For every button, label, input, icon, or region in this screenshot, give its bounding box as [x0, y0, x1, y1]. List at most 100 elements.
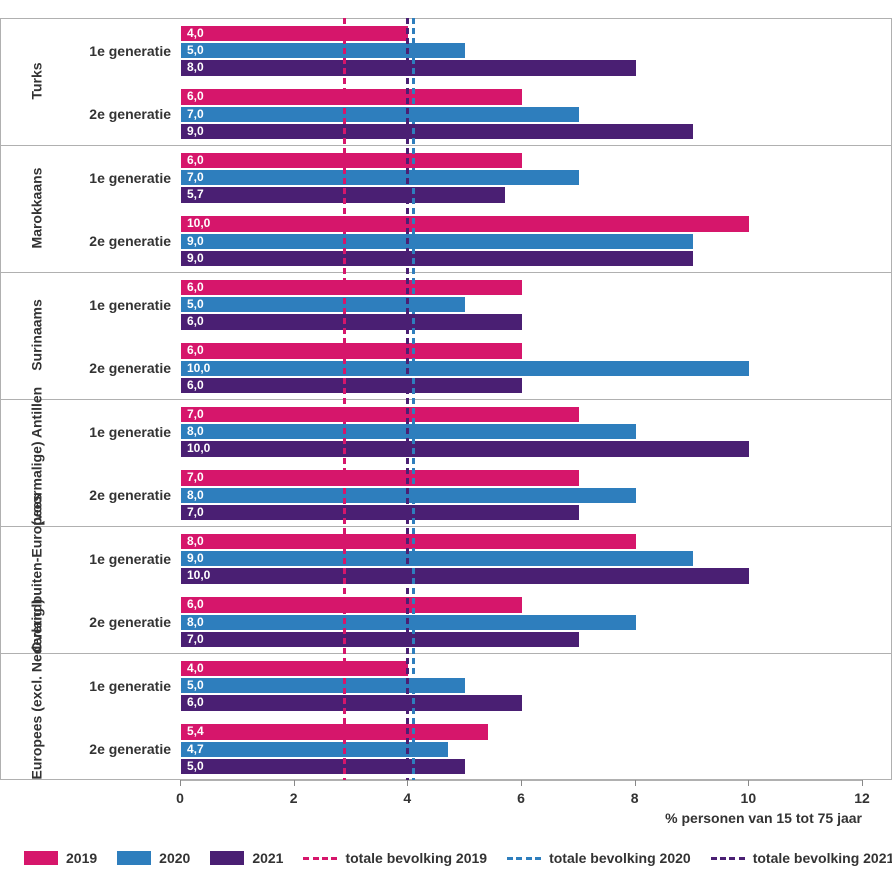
bar-value-label: 7,0 — [187, 632, 204, 647]
legend-item: totale bevolking 2019 — [303, 850, 487, 866]
bar-value-label: 9,0 — [187, 551, 204, 566]
bar-value-label: 10,0 — [187, 216, 210, 231]
subgroup: 1e generatie 6,0 5,0 6,0 — [1, 273, 891, 337]
bar-2020: 7,0 — [181, 170, 579, 185]
bar-value-label: 8,0 — [187, 424, 204, 439]
bar-2020: 7,0 — [181, 107, 579, 122]
legend-item: 2020 — [117, 850, 190, 866]
subgroup-label: 2e generatie — [71, 741, 171, 757]
legend-swatch-dash — [507, 851, 541, 865]
subgroup: 2e generatie 5,4 4,7 5,0 — [1, 718, 891, 782]
bar-value-label: 5,0 — [187, 759, 204, 774]
legend-label: 2019 — [66, 850, 97, 866]
bar-value-label: 7,0 — [187, 470, 204, 485]
subgroup-label: 1e generatie — [71, 297, 171, 313]
bar-value-label: 7,0 — [187, 505, 204, 520]
legend-item: 2021 — [210, 850, 283, 866]
bar-2021: 10,0 — [181, 441, 749, 456]
category-group: Surinaams1e generatie6,05,06,02e generat… — [0, 272, 892, 399]
bar-2019: 7,0 — [181, 407, 579, 422]
x-axis-tick — [862, 780, 863, 786]
subgroup-label: 1e generatie — [71, 170, 171, 186]
subgroup: 1e generatie 4,0 5,0 6,0 — [1, 654, 891, 718]
subgroup: 2e generatie6,08,07,0 — [1, 591, 891, 655]
bar-value-label: 5,7 — [187, 187, 204, 202]
category-group: Overig buiten-Europees1e generatie8,09,0… — [0, 526, 892, 653]
bar-2021: 9,0 — [181, 251, 693, 266]
subgroup: 1e generatie 6,0 7,0 5,7 — [1, 146, 891, 210]
bar-2019: 4,0 — [181, 661, 408, 676]
x-axis-tick — [748, 780, 749, 786]
x-axis-tick-label: 0 — [176, 790, 184, 806]
bar-2019: 5,4 — [181, 724, 488, 739]
subgroup-label: 2e generatie — [71, 106, 171, 122]
bar-value-label: 5,0 — [187, 297, 204, 312]
subgroup: 1e generatie 4,0 5,0 8,0 — [1, 19, 891, 83]
category-group: Marokkaans1e generatie6,07,05,72e genera… — [0, 145, 892, 272]
bar-2021: 6,0 — [181, 695, 522, 710]
bar-value-label: 7,0 — [187, 407, 204, 422]
bar-2019: 6,0 — [181, 153, 522, 168]
x-axis-title: % personen van 15 tot 75 jaar — [665, 810, 862, 826]
bar-2021: 7,0 — [181, 505, 579, 520]
bar-2019: 7,0 — [181, 470, 579, 485]
bar-value-label: 7,0 — [187, 107, 204, 122]
bar-value-label: 9,0 — [187, 234, 204, 249]
bar-2021: 5,0 — [181, 759, 465, 774]
bar-value-label: 6,0 — [187, 89, 204, 104]
subgroup-label: 2e generatie — [71, 360, 171, 376]
bar-value-label: 4,0 — [187, 661, 204, 676]
legend-swatch-dash — [711, 851, 745, 865]
bar-2020: 5,0 — [181, 43, 465, 58]
bar-2021: 10,0 — [181, 568, 749, 583]
subgroup: 2e generatie7,08,07,0 — [1, 464, 891, 528]
bar-value-label: 6,0 — [187, 695, 204, 710]
x-axis-tick — [407, 780, 408, 786]
legend-swatch — [117, 851, 151, 865]
subgroup: 2e generatie 6,0 10,0 6,0 — [1, 337, 891, 401]
bar-value-label: 8,0 — [187, 615, 204, 630]
legend-swatch — [210, 851, 244, 865]
bar-2021: 6,0 — [181, 314, 522, 329]
x-axis-tick — [521, 780, 522, 786]
bar-2019: 4,0 — [181, 26, 408, 41]
bar-value-label: 7,0 — [187, 170, 204, 185]
category-group: Europees (excl. Nederland)1e generatie4,… — [0, 653, 892, 780]
bar-value-label: 5,0 — [187, 678, 204, 693]
subgroup: 1e generatie 8,0 9,0 10,0 — [1, 527, 891, 591]
bar-value-label: 8,0 — [187, 534, 204, 549]
bar-2021: 7,0 — [181, 632, 579, 647]
bar-value-label: 6,0 — [187, 597, 204, 612]
subgroup: 2e generatie 6,0 7,0 9,0 — [1, 83, 891, 147]
legend-label: 2020 — [159, 850, 190, 866]
subgroup: 1e generatie 7,0 8,0 10,0 — [1, 400, 891, 464]
subgroup-label: 1e generatie — [71, 551, 171, 567]
legend-label: 2021 — [252, 850, 283, 866]
x-axis-tick-label: 4 — [403, 790, 411, 806]
x-axis-tick-label: 6 — [517, 790, 525, 806]
bar-2021: 9,0 — [181, 124, 693, 139]
bar-value-label: 8,0 — [187, 488, 204, 503]
bar-value-label: 4,7 — [187, 742, 204, 757]
legend-swatch — [24, 851, 58, 865]
legend: 2019 2020 2021 totale bevolking 2019 totale … — [0, 850, 892, 872]
bar-value-label: 4,0 — [187, 26, 204, 41]
subgroup-label: 1e generatie — [71, 43, 171, 59]
bar-value-label: 9,0 — [187, 124, 204, 139]
subgroup-label: 2e generatie — [71, 233, 171, 249]
subgroup-label: 1e generatie — [71, 424, 171, 440]
bar-2019: 6,0 — [181, 343, 522, 358]
legend-item: totale bevolking 2021 — [711, 850, 892, 866]
bar-2020: 9,0 — [181, 234, 693, 249]
x-axis-tick-label: 12 — [854, 790, 870, 806]
bar-value-label: 10,0 — [187, 361, 210, 376]
legend-label: totale bevolking 2019 — [345, 850, 487, 866]
bar-value-label: 6,0 — [187, 280, 204, 295]
bar-2020: 9,0 — [181, 551, 693, 566]
bar-value-label: 8,0 — [187, 60, 204, 75]
legend-item: totale bevolking 2020 — [507, 850, 691, 866]
subgroup-label: 1e generatie — [71, 678, 171, 694]
bar-value-label: 6,0 — [187, 378, 204, 393]
legend-item: 2019 — [24, 850, 97, 866]
x-axis-tick — [635, 780, 636, 786]
